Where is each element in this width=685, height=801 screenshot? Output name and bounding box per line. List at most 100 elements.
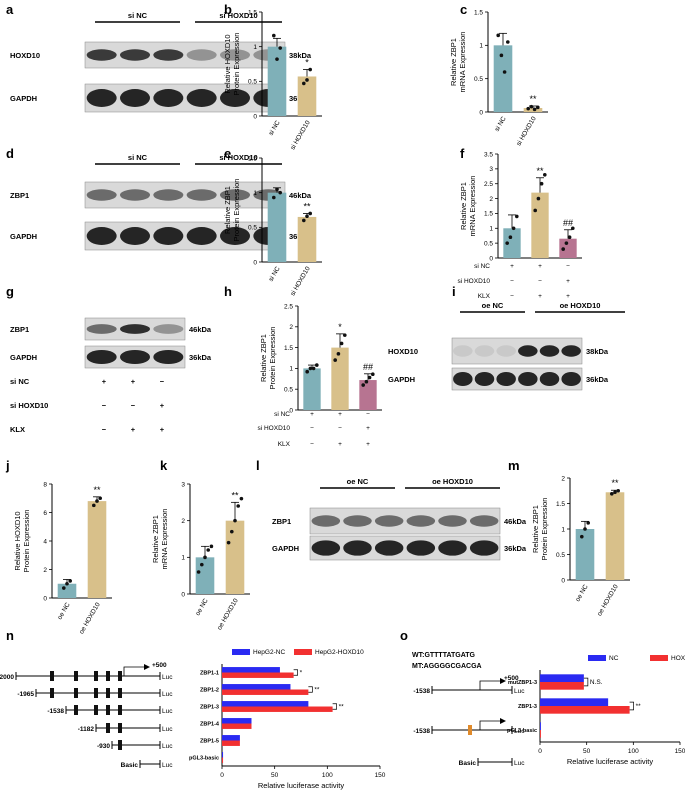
blot-band-i-1-1 <box>474 371 495 387</box>
blot-band-l-1-0 <box>311 540 341 556</box>
y-tick-label-b-0: 0 <box>253 113 257 120</box>
tss-arrow-n-0 <box>123 666 144 676</box>
data-point-m-0-2 <box>586 521 590 525</box>
blot-row-label-l-1: GAPDH <box>272 544 299 553</box>
category-label-j-0: oe NC <box>56 601 71 621</box>
category-label-o-1: ZBP1-3 <box>518 704 537 710</box>
data-point-c-1-1 <box>529 104 534 109</box>
luc-label-n-1: Luc <box>162 691 173 698</box>
legend-swatch-n-0 <box>232 649 250 655</box>
wt-sequence: WT:GTTTTATGATG <box>412 652 476 659</box>
data-point-b-1-1 <box>305 78 309 82</box>
tss-arrowhead-o-0 <box>500 678 506 684</box>
bar-e-1 <box>297 216 317 262</box>
data-point-b-1-0 <box>302 81 306 86</box>
data-point-k-1-2 <box>233 518 237 523</box>
promoter-diagrams: -2000 Luc -1965 Luc -1538 Luc -1182 Luc -930 Luc B… <box>0 652 525 769</box>
promoter-element-n-2-1 <box>94 705 98 715</box>
data-point-h-2-2 <box>367 375 372 380</box>
category-label-k-1: oe HOXD10 <box>216 597 240 631</box>
data-point-j-1-2 <box>98 496 102 501</box>
blot-band-i-1-4 <box>539 371 560 387</box>
condition-label-f-1: si HOXD10 <box>457 278 490 285</box>
legend-label-n-1: HepG2-HOXD10 <box>315 649 364 656</box>
panel-letter-h: h <box>224 284 232 299</box>
blot-band-g-0-0 <box>86 324 117 334</box>
promoter-element-n-3-1 <box>118 723 122 733</box>
blot-band-i-1-2 <box>496 371 516 387</box>
blot-row-label-a-1: GAPDH <box>10 94 37 103</box>
data-point-k-1-1 <box>230 529 234 534</box>
data-point-m-0-0 <box>580 534 584 539</box>
condition-mark-g-2-0: − <box>102 425 107 434</box>
hbar-n-4-0 <box>222 735 240 741</box>
luc-label-n-2: Luc <box>162 708 173 715</box>
promoter-position-o-0: -1538 <box>413 688 430 695</box>
panel-letter-a: a <box>6 2 14 17</box>
category-label-e-1: si HOXD10 <box>289 265 312 297</box>
mt-sequence: MT:AGGGGCGACGA <box>412 663 482 670</box>
condition-mark-h-0-1: + <box>338 411 342 418</box>
data-point-h-1-1 <box>336 352 341 356</box>
panel-letter-k: k <box>160 458 168 473</box>
bar-c-0 <box>493 45 513 113</box>
y-tick-label-e-1: 0.5 <box>248 225 257 232</box>
blot-band-a-0-2 <box>153 49 184 61</box>
data-point-h-1-2 <box>339 341 344 346</box>
hbar-o-1-0 <box>540 698 609 706</box>
blot-band-d-0-1 <box>120 189 150 201</box>
panel-letters: a b c d e f g h i j k l m n o <box>5 2 520 643</box>
blot-band-a-1-2 <box>153 89 184 107</box>
data-point-k-1-0 <box>226 540 231 545</box>
y-tick-label-k-2: 2 <box>181 518 185 525</box>
blot-band-i-0-0 <box>453 345 473 357</box>
y-tick-label-j-2: 4 <box>43 538 47 545</box>
significance-f-1: ** <box>536 166 544 176</box>
hbar-n-1-0 <box>222 684 291 690</box>
data-point-h-0-1 <box>308 366 313 371</box>
y-tick-label-f-7: 3.5 <box>484 151 493 158</box>
blot-band-i-0-5 <box>561 345 581 357</box>
blot-band-d-1-0 <box>86 227 117 245</box>
legend-label-o-1: HOXD10 <box>671 655 685 662</box>
y-tick-label-e-0: 0 <box>253 259 257 266</box>
tss-position-n: +500 <box>152 662 167 669</box>
data-point-c-0-2 <box>502 70 507 74</box>
category-label-n-5: pGL3-basic <box>189 756 219 762</box>
condition-mark-h-0-2: − <box>366 411 370 418</box>
category-label-b-1: si HOXD10 <box>289 119 312 151</box>
condition-mark-f-1-2: + <box>566 278 570 285</box>
condition-mark-f-2-1: + <box>538 293 542 300</box>
blot-band-a-0-0 <box>86 49 117 61</box>
blot-band-a-1-1 <box>120 89 150 107</box>
data-point-f-2-1 <box>564 241 569 245</box>
group-label-l-1: oe HOXD10 <box>432 477 473 486</box>
panel-letter-b: b <box>224 2 232 17</box>
hbar-n-2-0 <box>222 701 309 707</box>
category-label-n-1: ZBP1-2 <box>200 688 219 694</box>
data-point-h-2-3 <box>371 372 375 377</box>
data-point-j-0-2 <box>68 579 72 583</box>
blot-size-i-0: 38kDa <box>586 347 609 356</box>
condition-mark-g-2-2: + <box>160 425 165 434</box>
data-point-m-1-1 <box>613 490 617 495</box>
significance-e-1: ** <box>303 201 311 211</box>
blot-row-label-i-0: HOXD10 <box>388 347 418 356</box>
y-axis-label-j-1: Protein Expression <box>22 510 31 573</box>
condition-label-h-2: KLX <box>278 441 291 448</box>
blot-size-a-0: 38kDa <box>289 51 312 60</box>
data-point-e-0-0 <box>272 195 276 200</box>
legend-label-o-0: NC <box>609 655 619 662</box>
y-tick-label-e-2: 1 <box>253 190 257 197</box>
data-point-f-0-2 <box>511 226 516 231</box>
data-point-j-0-1 <box>65 581 69 586</box>
blot-size-l-1: 36kDa <box>504 544 527 553</box>
y-tick-label-h-4: 2 <box>289 324 293 331</box>
condition-mark-f-1-0: − <box>510 278 514 285</box>
data-point-e-1-2 <box>308 211 313 216</box>
blot-band-l-1-3 <box>406 540 436 556</box>
y-tick-label-h-5: 2.5 <box>284 303 293 310</box>
blot-row-label-i-1: GAPDH <box>388 375 415 384</box>
condition-mark-h-1-0: − <box>310 425 314 432</box>
legend-label-n-0: HepG2-NC <box>253 649 285 656</box>
